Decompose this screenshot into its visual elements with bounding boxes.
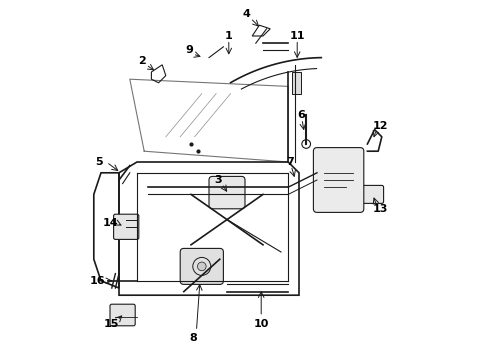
Text: 4: 4 [243, 9, 251, 19]
Text: 1: 1 [225, 31, 233, 41]
Text: 12: 12 [372, 121, 388, 131]
Text: 11: 11 [290, 31, 305, 41]
FancyBboxPatch shape [114, 214, 139, 239]
Text: 14: 14 [102, 218, 118, 228]
Text: 2: 2 [139, 56, 147, 66]
FancyBboxPatch shape [209, 176, 245, 209]
Text: 13: 13 [372, 204, 388, 214]
Text: 9: 9 [185, 45, 193, 55]
Text: 10: 10 [253, 319, 269, 329]
FancyBboxPatch shape [180, 248, 223, 284]
FancyBboxPatch shape [314, 148, 364, 212]
Circle shape [197, 262, 206, 271]
Text: 16: 16 [90, 276, 105, 286]
Text: 3: 3 [214, 175, 222, 185]
Text: 8: 8 [189, 333, 196, 343]
FancyBboxPatch shape [358, 185, 384, 203]
Text: 5: 5 [96, 157, 103, 167]
Text: 7: 7 [286, 157, 294, 167]
Text: 6: 6 [297, 110, 305, 120]
Text: 15: 15 [104, 319, 120, 329]
FancyBboxPatch shape [110, 304, 135, 326]
Bar [292, 72, 301, 94]
